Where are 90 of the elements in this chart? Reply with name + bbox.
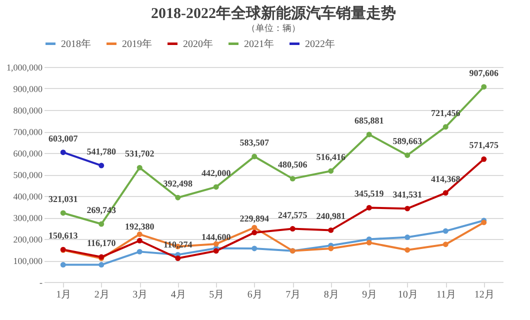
data-label: 603,007 xyxy=(48,133,78,144)
x-tick-label: 3月 xyxy=(132,290,148,300)
legend-label: 2020年 xyxy=(183,38,213,50)
point xyxy=(213,248,219,254)
point xyxy=(404,234,410,240)
x-tick-label: 2月 xyxy=(94,290,110,300)
data-label: 589,663 xyxy=(392,136,422,146)
point xyxy=(328,227,334,233)
point xyxy=(366,132,372,138)
point xyxy=(98,162,104,168)
data-label: 392,498 xyxy=(163,178,193,189)
point xyxy=(252,224,258,230)
x-tick-label: 5月 xyxy=(209,290,224,300)
y-tick-label: 500,000 xyxy=(13,170,43,180)
y-tick-label: 100,000 xyxy=(13,256,43,266)
point xyxy=(366,204,372,210)
data-label: 144,600 xyxy=(202,232,232,242)
point xyxy=(442,190,448,196)
data-label: 192,380 xyxy=(125,222,155,232)
point xyxy=(404,206,410,212)
point xyxy=(481,156,487,162)
y-tick-label: 400,000 xyxy=(13,192,43,202)
point xyxy=(328,246,334,252)
data-label: 229,894 xyxy=(240,214,270,224)
data-label: 516,416 xyxy=(316,152,346,162)
chart-title: 2018-2022年全球新能源汽车销量走势 xyxy=(151,4,396,22)
x-tick-label: 10月 xyxy=(398,290,418,300)
data-label: 341,531 xyxy=(392,190,422,200)
point xyxy=(290,176,296,182)
x-tick-label: 7月 xyxy=(286,290,301,300)
data-label: 116,170 xyxy=(86,238,116,248)
data-label: 345,519 xyxy=(354,188,384,199)
x-tick-label: 4月 xyxy=(170,290,186,300)
x-tick-label: 8月 xyxy=(324,290,339,300)
point xyxy=(442,228,448,234)
chart-subtitle: （单位：辆） xyxy=(246,23,300,33)
data-label: 442,000 xyxy=(202,168,232,178)
point xyxy=(60,150,66,156)
data-label: 247,575 xyxy=(278,210,308,220)
point xyxy=(136,248,142,254)
point xyxy=(252,246,258,252)
point xyxy=(252,230,258,236)
point xyxy=(60,210,66,216)
point xyxy=(136,164,142,170)
y-tick-label: 800,000 xyxy=(13,106,43,116)
point xyxy=(98,262,104,268)
legend-label: 2018年 xyxy=(61,38,91,50)
point xyxy=(136,238,142,244)
y-tick-label: 1,000,000 xyxy=(6,62,43,72)
x-tick-label: 12月 xyxy=(474,290,494,300)
point xyxy=(175,194,181,200)
data-label: 240,981 xyxy=(316,211,346,222)
point xyxy=(442,242,448,248)
x-tick-label: 6月 xyxy=(247,290,262,300)
data-label: 321,031 xyxy=(48,194,78,204)
x-tick-label: 1月 xyxy=(56,290,72,300)
x-tick-label: 9月 xyxy=(362,290,378,300)
data-label: 541,780 xyxy=(86,146,116,157)
point xyxy=(404,247,410,253)
legend-label: 2022年 xyxy=(305,38,335,50)
y-tick-label: 700,000 xyxy=(13,127,43,137)
data-label: 414,368 xyxy=(431,174,461,184)
point xyxy=(328,168,334,174)
data-label: 531,702 xyxy=(125,148,155,159)
data-label: 907,606 xyxy=(469,68,499,78)
data-label: 685,881 xyxy=(354,116,384,126)
y-tick-label: 200,000 xyxy=(13,234,43,244)
point xyxy=(366,240,372,246)
legend-label: 2019年 xyxy=(122,38,152,50)
y-tick-label: 600,000 xyxy=(13,148,43,158)
data-label: 571,475 xyxy=(469,140,499,150)
point xyxy=(213,184,219,190)
y-tick-label: 300,000 xyxy=(13,213,43,223)
point xyxy=(136,232,142,238)
legend-label: 2021年 xyxy=(244,38,274,50)
y-tick-label: - xyxy=(40,278,42,288)
point xyxy=(252,154,258,160)
data-label: 150,613 xyxy=(48,230,78,241)
y-tick-label: 900,000 xyxy=(13,84,43,94)
point xyxy=(98,221,104,227)
point xyxy=(213,241,219,247)
point xyxy=(290,226,296,232)
point xyxy=(60,262,66,268)
point xyxy=(481,84,487,90)
point xyxy=(442,124,448,130)
data-label: 480,506 xyxy=(278,160,308,170)
point xyxy=(175,256,181,262)
point xyxy=(404,152,410,158)
data-label: 583,507 xyxy=(240,138,270,148)
x-tick-label: 11月 xyxy=(436,290,456,300)
